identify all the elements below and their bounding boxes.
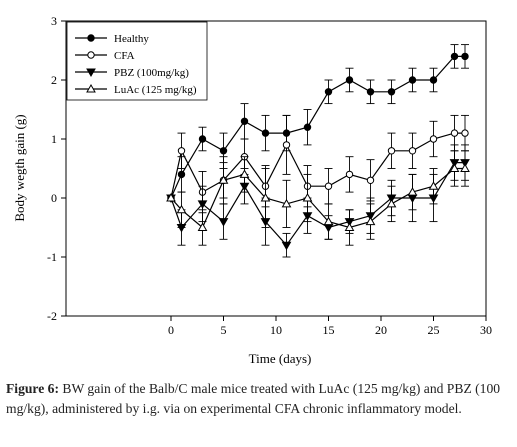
data-point: [429, 135, 438, 143]
x-tick-label: 20: [375, 323, 387, 337]
data-point: [239, 169, 250, 178]
series-2: [166, 144, 470, 258]
data-point: [407, 187, 418, 196]
series-3: [166, 150, 470, 246]
x-tick-label: 0: [168, 323, 174, 337]
data-point: [261, 129, 270, 137]
legend-label: PBZ (100mg/kg): [114, 67, 189, 79]
figure-caption-label: Figure 6:: [6, 381, 59, 396]
legend: Healthy CFA PBZ (100mg/kg) LuAc (125 mg/kg): [66, 21, 208, 101]
legend-marker: [86, 68, 96, 78]
y-tick-label: 0: [51, 191, 57, 205]
data-point: [366, 176, 375, 185]
y-tick-label: 2: [51, 73, 57, 87]
data-point: [260, 192, 271, 202]
series-line: [170, 162, 465, 247]
data-point: [461, 129, 469, 137]
x-tick-label: 5: [221, 323, 227, 337]
data-point: [345, 170, 354, 179]
data-point: [219, 147, 228, 155]
data-point: [323, 216, 334, 226]
x-axis-label: Time (days): [249, 351, 312, 366]
x-tick-label: 10: [270, 323, 282, 337]
data-point: [324, 88, 333, 96]
data-point: [218, 218, 229, 227]
figure-caption-text: BW gain of the Balb/C male mice treated …: [6, 381, 501, 416]
y-axis-label: Body wegth gain (g): [12, 114, 27, 221]
series-line: [170, 167, 465, 229]
data-point: [429, 76, 438, 84]
data-point: [218, 175, 229, 184]
data-point: [428, 181, 439, 190]
data-point: [198, 135, 207, 143]
data-point: [345, 76, 354, 84]
legend-marker: [87, 34, 95, 42]
data-point: [386, 198, 397, 208]
data-point: [366, 88, 375, 96]
data-point: [387, 147, 396, 155]
data-point: [303, 123, 312, 131]
x-tick-label: 30: [480, 323, 492, 337]
data-point: [408, 76, 417, 84]
data-point: [344, 222, 355, 231]
data-point: [166, 192, 176, 202]
y-tick-label: 3: [51, 14, 57, 28]
body-weight-gain-chart: 0 5 10 15 20 25 30 -2 -1 0 1 2 3 Healthy CFA PBZ (100m…: [12, 14, 492, 366]
legend-label: CFA: [114, 50, 135, 62]
data-point: [177, 147, 186, 155]
data-point: [197, 222, 208, 231]
data-point: [177, 170, 186, 179]
y-tick-label: -1: [47, 250, 57, 264]
data-point: [365, 216, 376, 226]
data-point: [197, 200, 208, 209]
data-point: [281, 198, 292, 208]
legend-marker: [87, 51, 95, 59]
figure-caption: Figure 6: BW gain of the Balb/C male mic…: [6, 379, 512, 419]
data-point: [460, 163, 470, 172]
series-line: [170, 55, 465, 199]
data-point: [449, 163, 460, 172]
data-point: [240, 117, 249, 126]
data-point: [450, 129, 459, 137]
legend-marker: [86, 83, 96, 93]
data-point: [408, 147, 417, 155]
legend-label: Healthy: [114, 33, 149, 45]
data-point: [387, 88, 396, 96]
data-point: [282, 141, 291, 149]
data-point: [176, 204, 187, 214]
y-tick-label: 1: [51, 132, 57, 146]
x-tick-label: 15: [323, 323, 335, 337]
data-point: [302, 192, 313, 202]
legend-label: LuAc (125 mg/kg): [114, 84, 197, 96]
data-point: [450, 52, 459, 61]
data-point: [461, 52, 469, 61]
series-line: [170, 132, 465, 199]
series-0: [167, 44, 469, 202]
y-tick-label: -2: [47, 309, 57, 323]
x-tick-label: 25: [428, 323, 440, 337]
data-point: [324, 182, 333, 190]
data-point: [281, 241, 292, 251]
